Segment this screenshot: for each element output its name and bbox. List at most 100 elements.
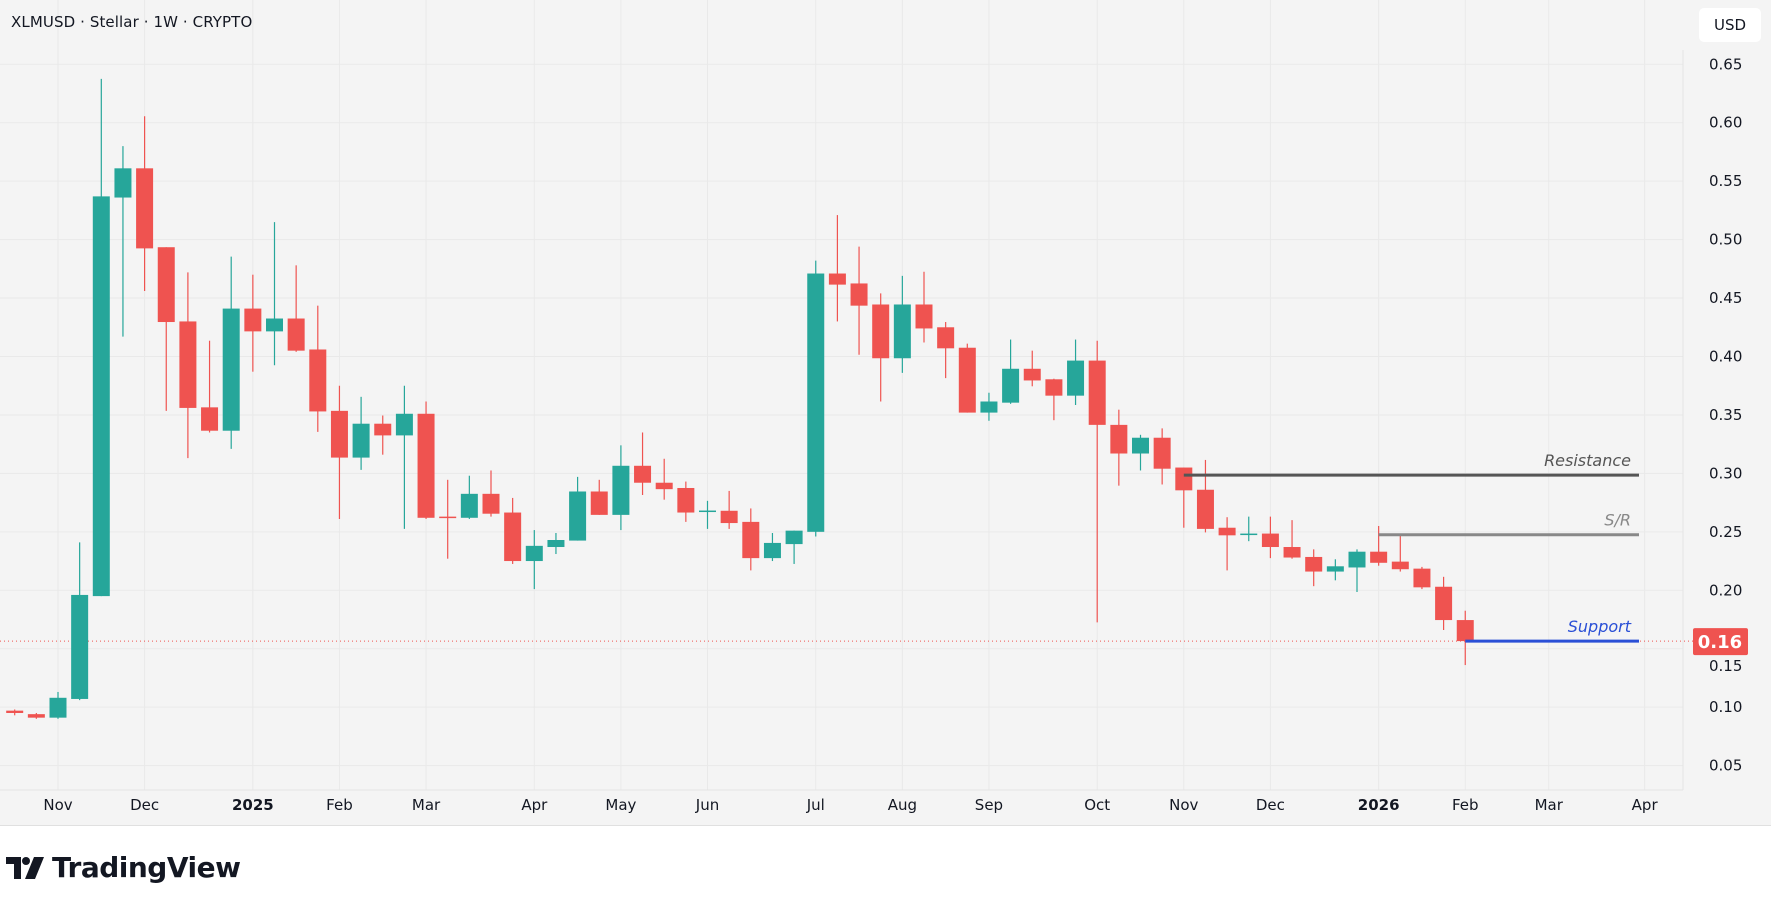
candle	[1456, 610, 1474, 666]
candle-body	[309, 349, 327, 412]
time-tick-label: May	[605, 796, 636, 814]
price-tick-label: 0.15	[1709, 657, 1742, 675]
candle	[569, 476, 587, 541]
candle	[1088, 340, 1106, 623]
time-tick-label: 2025	[232, 796, 274, 814]
time-tick-label: Oct	[1084, 796, 1110, 814]
candle	[1305, 549, 1323, 587]
candle	[720, 490, 738, 529]
candle	[763, 532, 781, 562]
candle-body	[590, 491, 608, 515]
currency-button[interactable]: USD	[1699, 8, 1761, 42]
candle	[525, 530, 543, 590]
time-tick-label: Feb	[326, 796, 353, 814]
candle-body	[460, 493, 478, 518]
candle-body	[1305, 556, 1323, 572]
candle-body	[395, 413, 413, 436]
candle	[244, 274, 262, 372]
candlestick-chart[interactable]: 0.65 0.60 0.55 0.50 0.45 0.40 0.35 0.30 0.25 0.20…	[0, 0, 1771, 825]
candle-body	[244, 308, 262, 332]
time-tick-label: Dec	[130, 796, 159, 814]
candle-body	[937, 327, 955, 349]
candle	[1261, 516, 1279, 559]
candle	[439, 479, 457, 559]
candle-body	[1153, 437, 1171, 469]
candle	[634, 432, 652, 496]
chart-area[interactable]: 0.65 0.60 0.55 0.50 0.45 0.40 0.35 0.30 0.25 0.20…	[0, 0, 1771, 826]
candle-body	[720, 510, 738, 524]
candle	[1435, 576, 1453, 630]
candle	[71, 542, 89, 701]
candle	[785, 530, 803, 564]
price-tick-label: 0.35	[1709, 406, 1742, 424]
tradingview-logo-text: TradingView	[52, 851, 241, 884]
candle-body	[157, 247, 175, 323]
tradingview-logo[interactable]: TradingView	[6, 851, 241, 884]
candle	[1413, 566, 1431, 590]
candle-body	[1370, 551, 1388, 563]
candle-body	[1435, 586, 1453, 621]
time-tick-label: Nov	[43, 796, 72, 814]
candle-body	[6, 710, 24, 713]
price-tick-label: 0.05	[1709, 757, 1742, 775]
last-price-tag	[1693, 628, 1748, 656]
candle	[915, 271, 933, 343]
candle-body	[1088, 360, 1106, 425]
candle	[374, 415, 392, 455]
candle-body	[980, 401, 998, 413]
candle	[504, 497, 522, 564]
candle	[612, 445, 630, 531]
candle-body	[179, 321, 197, 408]
candle	[1067, 339, 1085, 406]
candle-body	[655, 482, 673, 490]
candle	[677, 481, 695, 522]
candle	[49, 691, 67, 719]
candle	[699, 500, 716, 529]
time-tick-label: Apr	[521, 796, 548, 814]
candle-body	[763, 542, 781, 559]
candle-body	[1456, 620, 1474, 642]
candle	[958, 343, 976, 413]
candle-body	[525, 545, 543, 562]
candle	[136, 116, 154, 292]
candle-body	[1132, 437, 1149, 454]
candle	[92, 78, 110, 597]
candle	[893, 275, 911, 373]
candle-body	[1002, 368, 1020, 403]
candle-body	[1175, 467, 1193, 491]
candle	[1218, 517, 1236, 571]
time-tick-label: Nov	[1169, 796, 1198, 814]
price-tick-label: 0.10	[1709, 698, 1742, 716]
candle	[395, 385, 413, 529]
last-price-tag-label: 0.16	[1698, 632, 1742, 653]
time-tick-label: 2026	[1358, 796, 1400, 814]
resistance-label: Resistance	[1544, 451, 1631, 470]
time-tick-label: Feb	[1452, 796, 1479, 814]
candle	[6, 709, 24, 716]
candle	[655, 458, 673, 500]
candle-body	[915, 304, 933, 329]
candle-body	[677, 487, 695, 513]
candle	[1326, 559, 1344, 581]
candle	[807, 260, 825, 537]
candle	[114, 146, 132, 337]
time-tick-label: Dec	[1256, 796, 1285, 814]
candle-body	[1283, 547, 1301, 558]
candle	[309, 305, 327, 432]
candle	[460, 475, 478, 519]
candle	[1348, 549, 1366, 593]
candle	[1132, 434, 1149, 471]
time-tick-label: Mar	[412, 796, 441, 814]
time-tick-label: Apr	[1632, 796, 1659, 814]
price-tick-label: 0.25	[1709, 523, 1742, 541]
candle	[1110, 409, 1128, 486]
candle	[352, 396, 370, 470]
price-tick-label: 0.55	[1709, 172, 1742, 190]
candle-body	[374, 423, 392, 436]
candle-body	[1110, 424, 1128, 454]
time-tick-label: Jun	[695, 796, 719, 814]
candle	[872, 293, 890, 402]
candle-body	[504, 512, 522, 562]
candle	[201, 340, 219, 433]
candle-body	[352, 423, 370, 458]
